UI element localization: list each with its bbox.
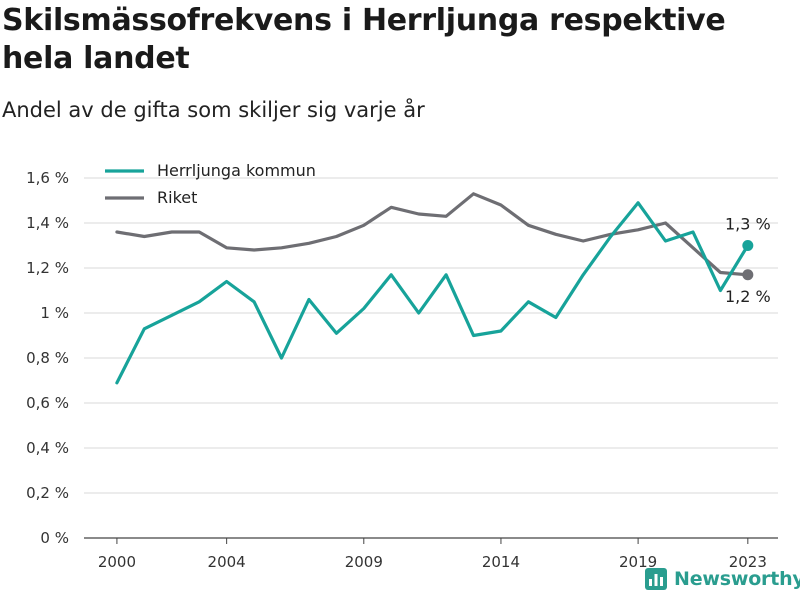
y-tick-label: 0,2 % (26, 484, 69, 502)
legend-label: Riket (157, 188, 197, 207)
y-tick-label: 1 % (40, 304, 69, 322)
x-tick-label: 2009 (345, 553, 383, 571)
y-tick-label: 0,6 % (26, 394, 69, 412)
x-tick-label: 2004 (208, 553, 246, 571)
y-tick-label: 0,4 % (26, 439, 69, 457)
x-tick-label: 2014 (482, 553, 520, 571)
chart-title: Skilsmässofrekvens i Herrljunga respekti… (2, 3, 726, 76)
brand-name: Newsworthy (674, 568, 800, 590)
series-line (115, 192, 750, 277)
legend-label: Herrljunga kommun (157, 161, 316, 180)
y-tick-label: 0,8 % (26, 349, 69, 367)
y-tick-label: 1,4 % (26, 214, 69, 232)
y-tick-label: 0 % (40, 529, 69, 547)
series-line (115, 201, 750, 385)
end-data-label: 1,3 % (725, 215, 771, 234)
y-tick-label: 1,2 % (26, 259, 69, 277)
brand-logo: Newsworthy (644, 567, 800, 591)
series-end-point (742, 240, 754, 251)
bar-chart-logo-icon (645, 568, 667, 590)
chart-subtitle: Andel av de gifta som skiljer sig varje … (2, 98, 425, 122)
x-tick-label: 2019 (619, 553, 657, 571)
y-tick-label: 1,6 % (26, 169, 69, 187)
end-data-label: 1,2 % (725, 287, 771, 306)
x-tick-label: 2023 (729, 553, 767, 571)
x-tick-label: 2000 (98, 553, 136, 571)
series-end-point (742, 269, 754, 281)
